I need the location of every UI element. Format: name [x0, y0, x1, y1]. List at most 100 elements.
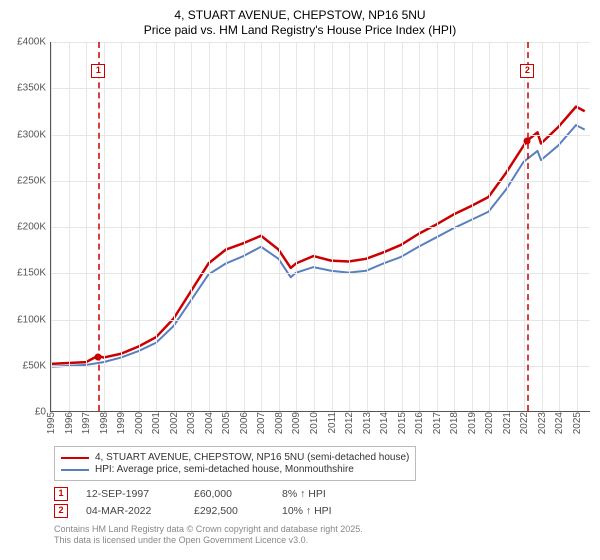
series-hpi [51, 125, 585, 367]
grid-line-v [174, 42, 175, 411]
grid-line-v [402, 42, 403, 411]
y-tick-label: £50K [23, 360, 46, 371]
x-tick-label: 1995 [46, 412, 57, 434]
x-tick-label: 2010 [309, 412, 320, 434]
y-tick-label: £150K [17, 268, 46, 279]
x-tick-label: 2001 [151, 412, 162, 434]
y-tick-label: £300K [17, 129, 46, 140]
x-tick-label: 1998 [99, 412, 110, 434]
sales-table: 1 12-SEP-1997 £60,000 8% ↑ HPI 2 04-MAR-2022 £… [54, 487, 594, 518]
x-tick-label: 2012 [344, 412, 355, 434]
grid-line-v [244, 42, 245, 411]
x-tick-label: 2023 [537, 412, 548, 434]
sale-row-marker: 1 [54, 487, 68, 501]
y-tick-label: £350K [17, 83, 46, 94]
grid-line-v [86, 42, 87, 411]
x-tick-label: 2006 [239, 412, 250, 434]
sale-marker-dot [95, 353, 102, 360]
x-tick-label: 1996 [64, 412, 75, 434]
sale-marker-box: 2 [520, 64, 534, 78]
y-tick-label: £0 [35, 407, 46, 418]
x-tick-label: 2005 [221, 412, 232, 434]
x-tick-label: 1997 [81, 412, 92, 434]
grid-line-v [542, 42, 543, 411]
x-tick-label: 1999 [116, 412, 127, 434]
x-tick-label: 2007 [256, 412, 267, 434]
sale-price: £60,000 [194, 488, 264, 500]
sale-row: 1 12-SEP-1997 £60,000 8% ↑ HPI [54, 487, 594, 501]
x-tick-label: 2015 [397, 412, 408, 434]
grid-line-v [156, 42, 157, 411]
chart-subtitle: Price paid vs. HM Land Registry's House … [6, 23, 594, 38]
sale-hpi-delta: 8% ↑ HPI [282, 488, 362, 500]
grid-line-h [51, 366, 590, 367]
x-tick-label: 2019 [467, 412, 478, 434]
sale-row: 204-MAR-2022£292,50010% ↑ HPI [54, 504, 594, 518]
grid-line-h [51, 135, 590, 136]
x-tick-label: 2002 [169, 412, 180, 434]
legend-swatch [61, 457, 89, 459]
y-tick-label: £250K [17, 175, 46, 186]
sale-marker-line [527, 42, 529, 411]
grid-line-v [472, 42, 473, 411]
grid-line-v [577, 42, 578, 411]
x-tick-label: 2000 [134, 412, 145, 434]
sale-date: 04-MAR-2022 [86, 505, 176, 517]
grid-line-v [332, 42, 333, 411]
x-tick-label: 2021 [502, 412, 513, 434]
chart-container: 4, STUART AVENUE, CHEPSTOW, NP16 5NU Pri… [0, 0, 600, 560]
grid-line-v [69, 42, 70, 411]
y-tick-label: £400K [17, 37, 46, 48]
grid-line-h [51, 88, 590, 89]
plot-area: 12 [50, 42, 590, 412]
sale-date: 12-SEP-1997 [86, 488, 176, 500]
y-axis: £0£50K£100K£150K£200K£250K£300K£350K£400… [6, 42, 50, 412]
x-tick-label: 2003 [186, 412, 197, 434]
grid-line-v [296, 42, 297, 411]
grid-line-v [489, 42, 490, 411]
grid-line-v [209, 42, 210, 411]
grid-line-v [226, 42, 227, 411]
attribution-footer: Contains HM Land Registry data © Crown c… [54, 524, 588, 547]
sale-marker-box: 1 [91, 64, 105, 78]
grid-line-v [507, 42, 508, 411]
x-tick-label: 2025 [572, 412, 583, 434]
legend-item: HPI: Average price, semi-detached house,… [61, 464, 409, 475]
chart-title: 4, STUART AVENUE, CHEPSTOW, NP16 5NU [6, 8, 594, 23]
x-tick-label: 2008 [274, 412, 285, 434]
grid-line-v [454, 42, 455, 411]
grid-line-v [349, 42, 350, 411]
sale-marker-dot [524, 138, 531, 145]
grid-line-v [419, 42, 420, 411]
grid-line-h [51, 273, 590, 274]
grid-line-v [314, 42, 315, 411]
grid-line-v [367, 42, 368, 411]
legend: 4, STUART AVENUE, CHEPSTOW, NP16 5NU (se… [54, 446, 416, 481]
x-tick-label: 2017 [432, 412, 443, 434]
x-tick-label: 2013 [362, 412, 373, 434]
x-tick-label: 2011 [327, 412, 338, 434]
x-axis: 1995199619971998199920002001200220032004… [50, 412, 590, 442]
grid-line-h [51, 227, 590, 228]
legend-label: HPI: Average price, semi-detached house,… [95, 464, 354, 475]
legend-label: 4, STUART AVENUE, CHEPSTOW, NP16 5NU (se… [95, 452, 409, 463]
grid-line-h [51, 42, 590, 43]
x-tick-label: 2020 [484, 412, 495, 434]
grid-line-v [524, 42, 525, 411]
legend-swatch [61, 469, 89, 471]
grid-line-v [279, 42, 280, 411]
series-price-paid [51, 107, 585, 364]
sale-price: £292,500 [194, 505, 264, 517]
footer-line-2: This data is licensed under the Open Gov… [54, 535, 588, 546]
grid-line-v [51, 42, 52, 411]
grid-line-v [139, 42, 140, 411]
x-tick-label: 2016 [414, 412, 425, 434]
x-tick-label: 2009 [291, 412, 302, 434]
grid-line-v [191, 42, 192, 411]
footer-line-1: Contains HM Land Registry data © Crown c… [54, 524, 588, 535]
x-tick-label: 2014 [379, 412, 390, 434]
x-tick-label: 2004 [204, 412, 215, 434]
grid-line-h [51, 181, 590, 182]
x-tick-label: 2022 [519, 412, 530, 434]
sale-row-marker: 2 [54, 504, 68, 518]
